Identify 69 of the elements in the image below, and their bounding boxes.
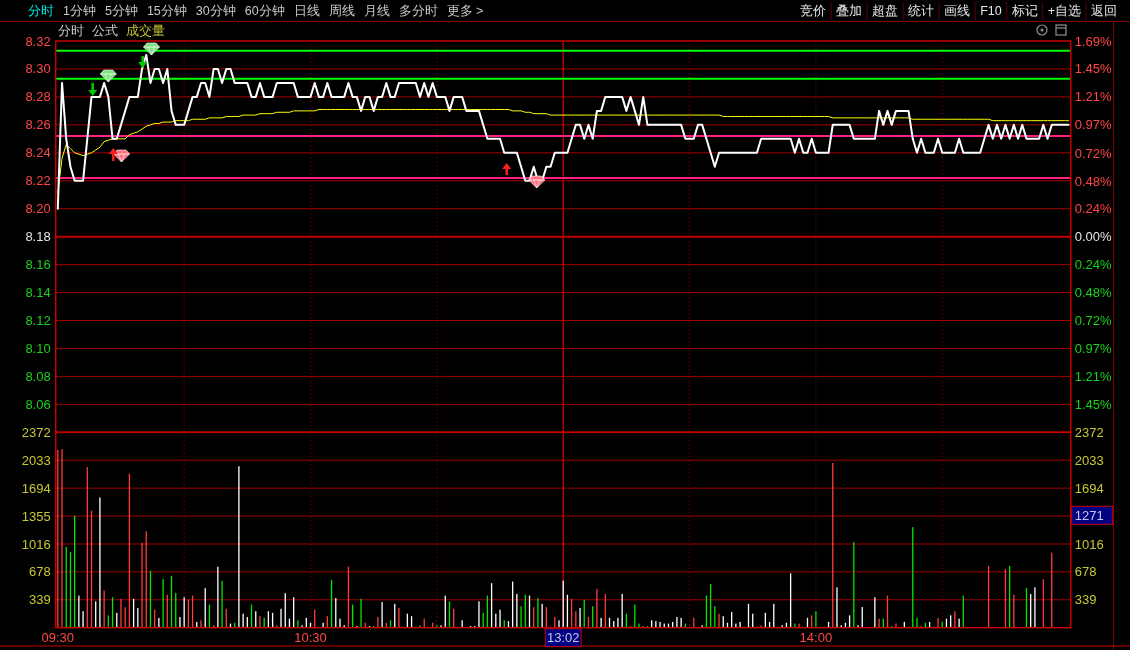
y-tick-label: 8.12 — [25, 313, 51, 328]
y-tick-label: 8.22 — [25, 173, 51, 189]
text: 竞价 — [800, 4, 827, 18]
text: 30分钟 — [195, 4, 236, 18]
y-tick-label: 8.16 — [25, 257, 51, 273]
y2-tick-label: 1.45% — [1074, 61, 1112, 77]
y2-tick-label: 1694 — [1074, 480, 1104, 496]
text: 日线 — [293, 4, 320, 18]
y-tick-label: 2033 — [21, 452, 51, 468]
text: 叠加 — [836, 4, 863, 18]
y2-tick-label: 1.21% — [1074, 89, 1112, 105]
y2-tick-label: 0.24% — [1074, 256, 1112, 272]
text: 统计 — [908, 4, 935, 18]
text: 成交量 — [126, 23, 165, 38]
y2-tick-label: 678 — [1074, 564, 1097, 580]
text: 月线 — [363, 4, 390, 18]
text: 超盘 — [872, 4, 899, 18]
y-tick-label: 8.14 — [25, 285, 51, 301]
text: 周线 — [328, 4, 355, 18]
text: 公式 — [92, 24, 118, 38]
y2-tick-label: 1.69% — [1074, 33, 1112, 49]
text: 标记 — [1010, 4, 1038, 18]
y2-tick-label: 2372 — [1074, 424, 1104, 440]
text: 15分钟 — [146, 4, 187, 18]
y2-tick-label: 0.97% — [1074, 341, 1112, 357]
text: +自选 — [1047, 4, 1081, 18]
y2-tick-label: 0.72% — [1074, 312, 1112, 328]
y-tick-label: 678 — [29, 564, 51, 580]
y-tick-label: 8.30 — [25, 61, 51, 77]
text: 更多 > — [446, 4, 484, 18]
y-tick-label: 8.20 — [25, 201, 51, 217]
y-tick-label: 8.26 — [25, 117, 51, 133]
x-tick-label: 10:30 — [294, 630, 327, 646]
y-tick-label: 1355 — [21, 508, 51, 524]
y-tick-label: 8.08 — [25, 368, 51, 384]
y-tick-label: 8.32 — [25, 33, 51, 49]
y2-tick-label: 0.72% — [1074, 145, 1112, 161]
text: 分时 — [28, 4, 54, 18]
text: 1271 — [1074, 507, 1104, 523]
y-tick-label: 8.28 — [25, 89, 51, 105]
text: 返回 — [1091, 4, 1117, 18]
y-tick-label: 8.10 — [25, 340, 51, 356]
y2-tick-label: 0.48% — [1074, 284, 1112, 300]
y-tick-label: 1694 — [21, 480, 51, 496]
y2-tick-label: 0.24% — [1074, 201, 1112, 217]
x-tick-label: 09:30 — [41, 630, 75, 646]
y-tick-label: 8.24 — [25, 145, 51, 161]
text: 1分钟 — [63, 4, 96, 18]
y-tick-label: 339 — [29, 592, 51, 608]
text: 5分钟 — [104, 4, 138, 18]
y2-tick-label: 1016 — [1074, 536, 1104, 552]
text: 画线 — [944, 4, 971, 18]
x-tick-label: 14:00 — [799, 630, 833, 646]
y-tick-label: 8.06 — [25, 396, 51, 412]
y2-tick-label: 0.48% — [1074, 173, 1112, 189]
text: F10 — [980, 4, 1002, 18]
y2-tick-label: 0.97% — [1074, 116, 1112, 132]
y-tick-label: 8.18 — [25, 229, 51, 245]
y-tick-label: 1016 — [21, 536, 51, 552]
y2-tick-label: 1.21% — [1074, 369, 1112, 385]
y2-tick-label: 2033 — [1074, 452, 1104, 468]
text: 多分时 — [398, 4, 438, 18]
text: 分时 — [58, 24, 84, 38]
y-tick-label: 2372 — [21, 424, 51, 440]
y2-tick-label: 0.00% — [1074, 229, 1112, 245]
text: 60分钟 — [244, 4, 285, 18]
y2-tick-label: 1.45% — [1074, 397, 1112, 413]
y2-tick-label: 339 — [1074, 592, 1097, 608]
text: 13:02 — [546, 630, 580, 646]
